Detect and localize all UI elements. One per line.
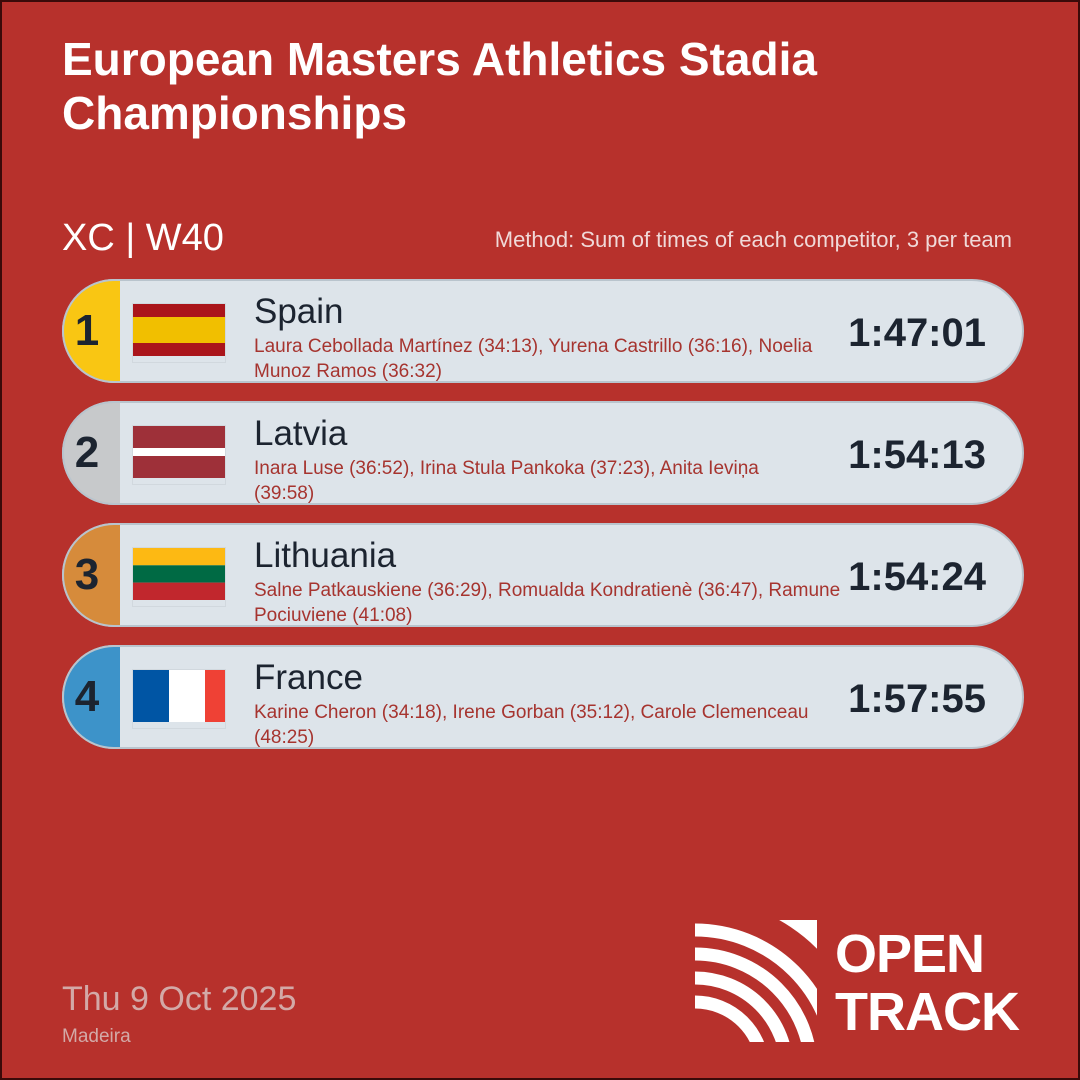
svg-text:OPEN: OPEN (835, 924, 984, 984)
svg-text:TRACK: TRACK (835, 982, 1020, 1042)
